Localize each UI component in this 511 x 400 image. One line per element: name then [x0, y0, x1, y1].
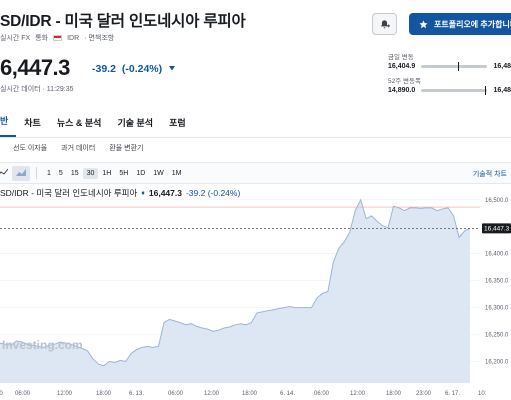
add-to-portfolio-label: 포트폴리오에 추가합니다	[434, 19, 511, 29]
x-tick-label: 18:00	[386, 391, 402, 397]
add-alert-button[interactable]	[372, 13, 397, 35]
timeframe-15[interactable]: 15	[70, 169, 79, 177]
tab-chart[interactable]: 차트	[24, 118, 41, 128]
area-chart-icon	[16, 168, 26, 176]
toolbar-divider	[36, 167, 37, 179]
timeframe-1w[interactable]: 1W	[153, 169, 164, 177]
add-to-portfolio-button[interactable]: 포트폴리오에 추가합니다	[409, 13, 511, 35]
timeframe-1d[interactable]: 1D	[136, 169, 146, 177]
x-tick-label: 06:00	[15, 391, 31, 397]
subtab-currency-converter[interactable]: 환율 변환기	[109, 145, 144, 152]
indonesia-flag-icon	[53, 35, 63, 41]
current-price-tag	[482, 223, 511, 234]
tab-news-analysis[interactable]: 뉴스 & 분석	[56, 118, 102, 128]
price-change-percent: (-0.24%)	[121, 63, 163, 75]
y-tick-label: 16,250.0	[485, 333, 509, 339]
realtime-timestamp: 실시간 데이터 · 11:29:35	[0, 86, 74, 93]
page-title: SD/IDR - 미국 달러 인도네시아 루피아	[0, 13, 246, 30]
currency-code: IDR	[67, 34, 80, 42]
last-price: 6,447.3	[0, 55, 70, 80]
line-chart-icon[interactable]	[0, 168, 8, 178]
y-tick-label: 16,400.0	[485, 252, 509, 258]
disclaimer-link[interactable]: · 면책조항	[84, 35, 115, 42]
week52-range-label: 52주 변동폭	[388, 78, 421, 85]
daily-range-low: 16,404.9	[388, 63, 416, 70]
daily-range: 금일 변동 16,404.9 16,48	[388, 51, 511, 71]
subtab-forward-rates[interactable]: 선도 이자율	[13, 145, 48, 152]
chart-change: -39.2 (-0.24%)	[185, 188, 241, 198]
timeframe-30[interactable]: 30	[82, 167, 99, 179]
sub-tabs: 선도 이자율 과거 데이터 환율 변환기	[0, 143, 143, 153]
x-tick-label: 00	[0, 391, 3, 397]
timeframe-1h[interactable]: 1H	[102, 169, 112, 177]
timeframe-1m[interactable]: 1M	[171, 169, 182, 177]
x-tick-label: 18:00	[242, 391, 258, 397]
price-change-value: -39.2	[92, 63, 116, 75]
y-tick-label: 16,350.0	[485, 279, 509, 285]
chart-toolbar: 1 5 15 30 1H 5H 1D 1W 1M 기술적 차트	[0, 162, 511, 184]
investing-watermark: Investing.com	[2, 338, 83, 352]
realtime-fx-label: 실시간 FX	[0, 35, 31, 42]
x-tick-label: 10:	[478, 391, 487, 397]
chart-instrument-name: SD/IDR - 미국 달러 인도네시아 루피아	[0, 188, 138, 198]
week52-range-high: 16,48	[493, 87, 511, 94]
x-tick-label: 6. 13.	[129, 391, 144, 397]
bell-plus-icon	[380, 19, 390, 28]
main-tabs: 반 차트 뉴스 & 분석 기술 분석 포럼	[0, 112, 511, 138]
tab-technical[interactable]: 기술 분석	[117, 118, 154, 128]
x-tick-label: 06:00	[314, 391, 330, 397]
timeframe-1[interactable]: 1	[47, 169, 51, 177]
subtab-historical-data[interactable]: 과거 데이터	[61, 145, 96, 152]
week52-range-low: 14,890.0	[388, 87, 416, 94]
x-tick-label: 06:00	[168, 391, 184, 397]
daily-range-high: 16,48	[493, 63, 511, 70]
star-icon	[419, 19, 428, 28]
week52-range: 52주 변동폭 14,890.0 16,48	[388, 75, 511, 95]
daily-range-bar	[421, 62, 488, 71]
week52-range-bar	[421, 86, 488, 95]
timeframe-5h[interactable]: 5H	[119, 169, 129, 177]
timeframe-5[interactable]: 5	[58, 169, 63, 177]
technical-chart-link[interactable]: 기술적 차트	[472, 171, 507, 178]
y-tick-label: 16,500.0	[485, 198, 509, 204]
x-tick-label: 12:00	[350, 391, 366, 397]
tab-forum[interactable]: 포럼	[169, 118, 186, 128]
tab-overview[interactable]: 반	[0, 114, 17, 137]
y-tick-label: 16,300.0	[485, 306, 509, 312]
week52-range-marker	[485, 86, 487, 95]
price-line	[0, 198, 471, 367]
current-price-tag-label: 16,447.3	[484, 226, 510, 233]
price-change: -39.2 (-0.24%)	[92, 63, 176, 75]
price-area-fill	[0, 199, 470, 383]
live-dot-icon: ♦	[141, 189, 145, 197]
x-tick-label: 23:00	[416, 391, 432, 397]
x-tick-label: 6. 17.	[445, 391, 460, 397]
x-tick-label: 6. 14.	[280, 391, 295, 397]
currency-label: 통화	[35, 35, 49, 42]
chart-header: SD/IDR - 미국 달러 인도네시아 루피아 ♦ 16,447.3 -39.…	[0, 187, 240, 199]
x-tick-label: 18:00	[96, 391, 112, 397]
x-tick-label: 12:00	[57, 391, 73, 397]
daily-range-marker	[457, 62, 459, 71]
x-tick-label: 12:00	[204, 391, 220, 397]
y-tick-label: 16,200.0	[485, 359, 509, 365]
instrument-meta: 실시간 FX 통화 IDR · 면책조항	[0, 33, 114, 43]
chart-price: 16,447.3	[148, 188, 182, 198]
daily-range-label: 금일 변동	[388, 54, 414, 61]
down-arrow-icon	[169, 66, 176, 71]
price-area-chart[interactable]: Investing.com 16,500.0 16,400.0 16,350.0 16…	[0, 189, 511, 400]
area-chart-toggle[interactable]	[12, 165, 30, 181]
